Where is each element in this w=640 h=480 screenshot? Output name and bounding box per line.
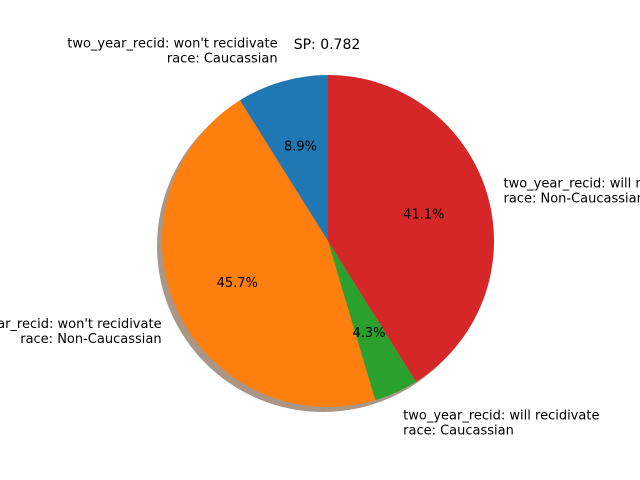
pie-slice-label: two_year_recid: won't recidivate race: Ca… — [67, 36, 277, 66]
pie-percent-label: 8.9% — [284, 139, 317, 154]
pie-slice-label-line: race: Caucassian — [167, 51, 278, 66]
pie-slice-label-line: race: Non-Caucassian — [504, 192, 640, 207]
pie-slice-label-line: two_year_recid: won't recidivate — [0, 317, 162, 332]
pie-slice-label-line: two_year_recid: will recidivate — [403, 408, 599, 423]
pie-slice-label-line: two_year_recid: will recidivate — [504, 177, 640, 192]
pie-percent-label: 4.3% — [352, 326, 385, 341]
pie-slice-label-line: race: Non-Caucassian — [20, 332, 161, 347]
chart-title: SP: 0.782 — [294, 37, 361, 53]
pie-percent-label: 45.7% — [217, 276, 258, 291]
pie-slice-label: two_year_recid: will recidivate race: Cau… — [403, 408, 599, 438]
pie-slices — [162, 75, 494, 407]
pie-slice — [162, 100, 376, 407]
pie-percent-label: 41.1% — [403, 208, 444, 223]
pie-percent-labels: 8.9% 45.7% 4.3% 41.1% — [217, 139, 445, 341]
pie-slice — [328, 241, 417, 401]
pie-slice — [328, 75, 494, 382]
pie-slice — [239, 75, 328, 241]
pie-slice-label-line: two_year_recid: won't recidivate — [67, 36, 277, 51]
pie-slice-labels: two_year_recid: won't recidivate race: Ca… — [0, 36, 640, 438]
pie-slice-label-line: race: Caucassian — [403, 423, 514, 438]
